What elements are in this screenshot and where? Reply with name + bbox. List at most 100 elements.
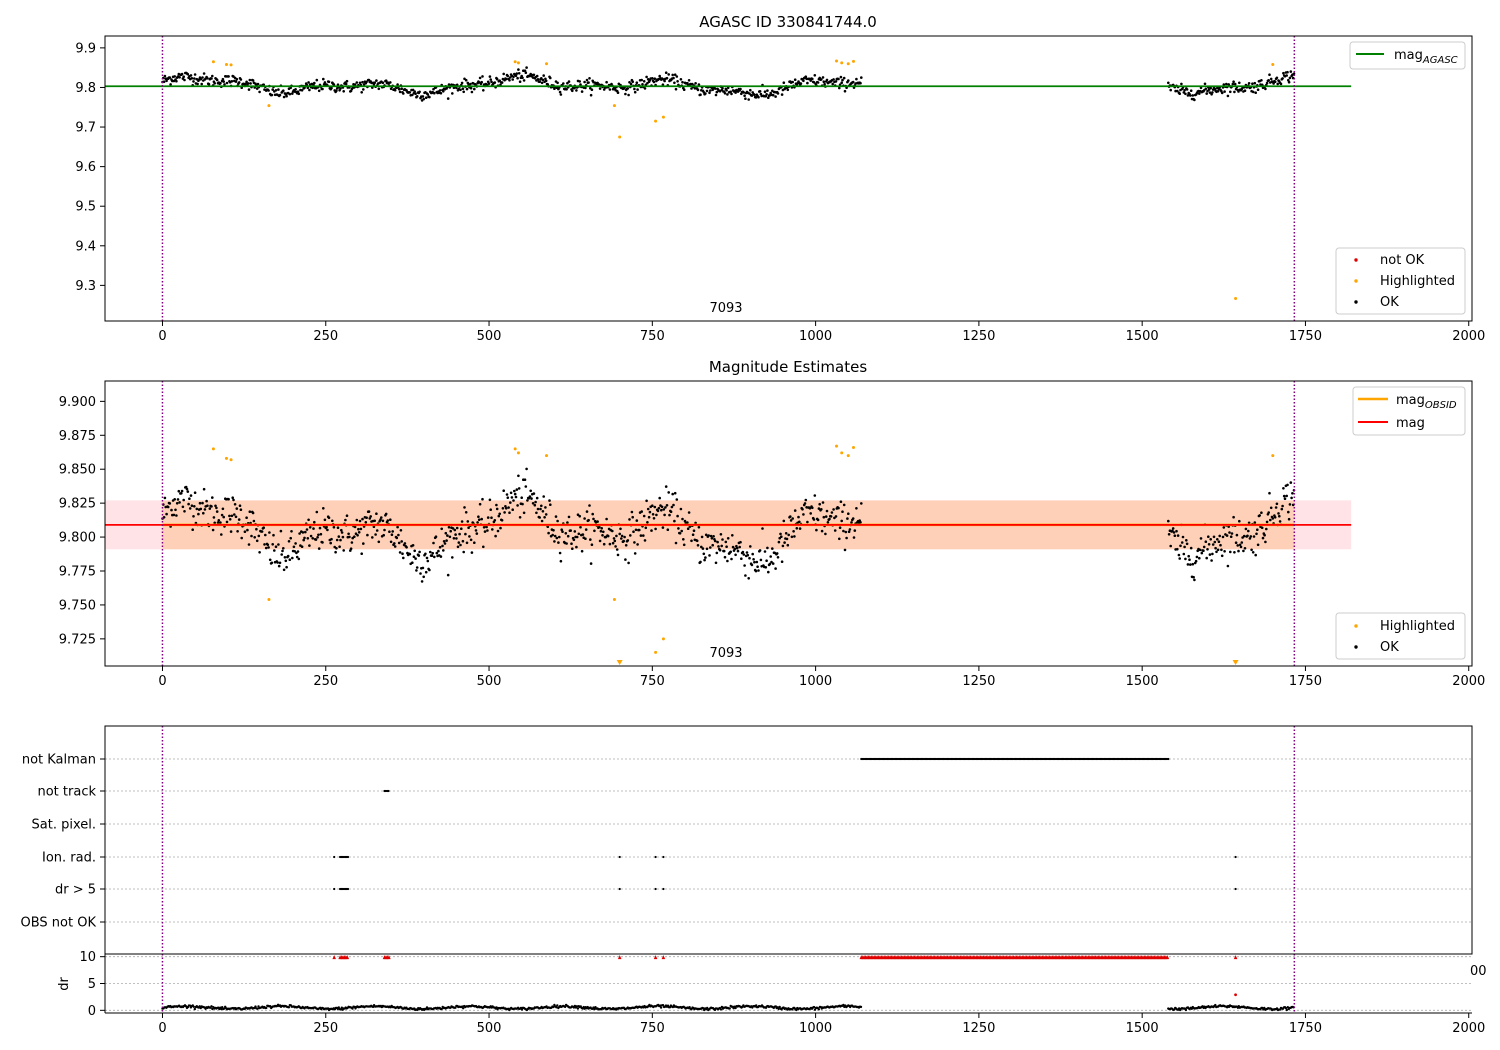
panel4-dr: 0 5 10 0 250 500 750 1000 1250 1500 1750 2000 dr 0…	[57, 950, 1487, 1036]
ok-point	[176, 498, 180, 501]
ok-point	[779, 532, 782, 536]
ok-point	[196, 82, 199, 86]
ok-point	[855, 77, 858, 81]
x-tick-label: 2000	[1452, 1021, 1485, 1036]
ok-point	[493, 81, 497, 84]
ok-point	[651, 504, 654, 508]
ok-point	[173, 75, 176, 78]
ok-point	[697, 525, 701, 529]
ok-point	[325, 525, 328, 529]
ok-point	[487, 82, 491, 85]
ok-point	[311, 537, 315, 540]
ok-point	[411, 561, 414, 564]
ok-point	[700, 545, 703, 549]
ok-point	[530, 497, 533, 500]
ok-point	[763, 550, 767, 553]
ok-point	[262, 83, 266, 86]
ok-point	[174, 508, 177, 512]
y-tick-label: 9.5	[75, 200, 96, 215]
ok-point	[430, 554, 434, 557]
ok-point	[566, 521, 569, 524]
ok-point	[799, 82, 803, 85]
highlighted-point	[661, 637, 665, 641]
ok-point	[629, 534, 632, 537]
ok-point	[442, 540, 446, 543]
ok-point	[357, 527, 360, 531]
ok-point	[642, 514, 646, 518]
ok-point	[469, 538, 473, 542]
ok-point	[860, 502, 863, 505]
ok-point	[629, 82, 633, 86]
dr-point	[755, 1004, 758, 1007]
ok-point	[417, 554, 421, 557]
ok-point	[1282, 71, 1285, 75]
ok-point	[286, 554, 290, 558]
ok-point	[573, 530, 577, 533]
dr-point	[734, 1006, 737, 1010]
x-tick-label: 2000	[1452, 674, 1485, 689]
ok-point	[274, 545, 278, 548]
ok-point	[214, 504, 217, 508]
ok-point	[201, 76, 204, 79]
ok-point	[316, 536, 319, 539]
ok-point	[305, 528, 309, 531]
ok-point	[517, 72, 521, 75]
ok-point	[293, 550, 297, 553]
ok-point	[748, 556, 751, 560]
ok-point	[1225, 82, 1228, 86]
ok-point	[178, 501, 181, 504]
ok-point	[451, 92, 454, 95]
ok-point	[273, 549, 276, 552]
ok-point	[348, 535, 351, 539]
ok-point	[411, 93, 414, 97]
ok-point	[220, 513, 224, 517]
ok-point	[624, 544, 628, 547]
ok-point	[327, 516, 331, 520]
ok-point	[245, 516, 248, 519]
ok-point	[488, 498, 492, 502]
highlighted-point	[851, 59, 855, 63]
ok-point	[1253, 81, 1257, 85]
ok-point	[660, 505, 664, 509]
ok-point	[183, 510, 186, 513]
ok-point	[166, 505, 170, 509]
ok-point	[645, 75, 648, 79]
ok-point	[562, 82, 565, 85]
ok-point	[206, 77, 209, 80]
dr-point	[1284, 1006, 1288, 1010]
ok-point	[723, 92, 727, 95]
ok-point	[400, 540, 404, 543]
ok-point	[1203, 82, 1207, 86]
ok-point	[504, 507, 508, 510]
ok-point	[681, 80, 684, 84]
panel1-points	[161, 59, 1296, 300]
ok-point	[1232, 515, 1235, 519]
ok-point	[375, 79, 378, 82]
ok-point	[1211, 91, 1214, 94]
ok-point	[440, 527, 444, 531]
flag-point	[333, 887, 336, 891]
ok-point	[646, 81, 649, 85]
ok-point	[1286, 70, 1289, 74]
ok-point	[221, 77, 225, 81]
ok-point	[588, 504, 591, 507]
highlighted-point	[835, 59, 839, 63]
ok-point	[699, 560, 702, 564]
ok-point	[1167, 519, 1170, 523]
ok-point	[775, 552, 779, 555]
ok-point	[1232, 80, 1235, 83]
ok-point	[852, 536, 856, 539]
ok-point	[690, 539, 693, 543]
ok-point	[1229, 535, 1233, 538]
ok-point	[631, 515, 634, 519]
ok-point	[1261, 536, 1265, 540]
ok-point	[553, 540, 556, 543]
ok-point	[1199, 537, 1203, 540]
ok-point	[558, 551, 562, 555]
ok-point	[353, 535, 356, 538]
ok-point	[721, 86, 724, 90]
ok-point	[549, 76, 552, 80]
ok-point	[422, 575, 426, 579]
ok-point	[1242, 534, 1246, 538]
